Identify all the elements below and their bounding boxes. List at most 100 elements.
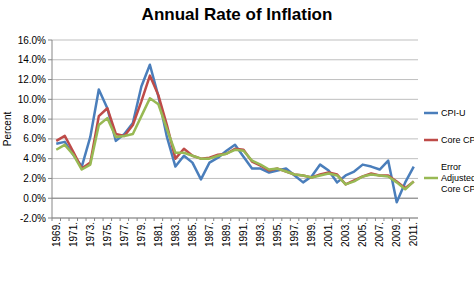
x-tick-label: 1991. (238, 222, 249, 247)
y-axis-label: Percent (2, 112, 13, 147)
x-tick (307, 218, 308, 221)
y-tick-label: 4.0% (23, 153, 46, 164)
x-tick-label: 1997. (289, 222, 300, 247)
x-tick (111, 218, 112, 221)
legend-label: ErrorAdjustedCore CPI (441, 162, 474, 194)
series-line (56, 65, 413, 202)
legend-label: CPI-U (441, 108, 466, 118)
x-tick-label: 1975. (102, 222, 113, 247)
legend-line: Core CPI (441, 184, 474, 194)
y-tick (48, 138, 52, 139)
series-line (56, 76, 413, 189)
series-line (56, 98, 413, 189)
x-tick (341, 218, 342, 221)
x-tick (94, 218, 95, 221)
y-tick-label: 2.0% (23, 173, 46, 184)
x-tick (77, 218, 78, 221)
x-tick (52, 218, 53, 221)
x-tick (120, 218, 121, 221)
x-tick (409, 218, 410, 221)
x-tick-label: 1981. (153, 222, 164, 247)
x-axis (52, 218, 418, 219)
legend-line: Core CPI (441, 135, 474, 145)
x-tick (290, 218, 291, 221)
x-tick-label: 1983. (170, 222, 181, 247)
x-tick (196, 218, 197, 221)
x-tick-label: 2003. (340, 222, 351, 247)
x-tick (383, 218, 384, 221)
x-tick (103, 218, 104, 221)
x-tick (315, 218, 316, 221)
x-tick-label: 1995. (272, 222, 283, 247)
y-tick (48, 99, 52, 100)
x-tick-label: 1989. (221, 222, 232, 247)
x-tick (213, 218, 214, 221)
grid-line (52, 138, 418, 139)
grid-line (52, 158, 418, 159)
x-tick-label: 1985. (187, 222, 198, 247)
x-tick (154, 218, 155, 221)
background (0, 0, 474, 284)
grid-line (52, 99, 418, 100)
y-tick (48, 178, 52, 179)
y-tick (48, 158, 52, 159)
grid-line (52, 79, 418, 80)
x-tick-label: 2009. (391, 222, 402, 247)
grid-line (52, 59, 418, 60)
x-tick (298, 218, 299, 221)
y-tick (48, 79, 52, 80)
x-tick (358, 218, 359, 221)
legend-swatch (424, 112, 438, 115)
y-tick-label: 10.0% (18, 94, 46, 105)
x-tick (86, 218, 87, 221)
x-tick (128, 218, 129, 221)
x-tick (145, 218, 146, 221)
x-tick (400, 218, 401, 221)
legend-swatch (424, 139, 438, 142)
x-tick (375, 218, 376, 221)
x-tick (188, 218, 189, 221)
x-tick (247, 218, 248, 221)
x-tick-label: 2007. (374, 222, 385, 247)
y-tick (48, 59, 52, 60)
legend-label: Core CPI (441, 135, 474, 145)
x-tick (366, 218, 367, 221)
y-axis (52, 40, 53, 218)
x-tick-label: 1993. (255, 222, 266, 247)
y-tick-label: 0.0% (23, 193, 46, 204)
x-tick (162, 218, 163, 221)
y-tick (48, 119, 52, 120)
chart: Annual Rate of InflationPercent-2.0%0.0%… (0, 0, 474, 284)
x-tick-label: 1979. (136, 222, 147, 247)
x-tick (205, 218, 206, 221)
x-tick-label: 1973. (85, 222, 96, 247)
x-tick (222, 218, 223, 221)
x-tick-label: 2001. (323, 222, 334, 247)
grid-line (52, 40, 418, 41)
x-tick-label: 1977. (119, 222, 130, 247)
x-tick (324, 218, 325, 221)
legend-line: Adjusted (441, 173, 474, 183)
x-tick (60, 218, 61, 221)
x-tick-label: 1987. (204, 222, 215, 247)
x-tick-label: 2005. (357, 222, 368, 247)
grid-line (52, 218, 418, 219)
y-tick-label: 14.0% (18, 54, 46, 65)
y-tick-label: 12.0% (18, 74, 46, 85)
x-tick (281, 218, 282, 221)
x-tick-label: 1999. (306, 222, 317, 247)
x-tick-label: 1969. (51, 222, 62, 247)
series-group (56, 65, 413, 202)
x-tick (273, 218, 274, 221)
x-tick (349, 218, 350, 221)
y-tick-label: 6.0% (23, 133, 46, 144)
x-tick-label: 2011. (408, 222, 419, 246)
x-tick (69, 218, 70, 221)
y-tick-label: -2.0% (20, 213, 46, 224)
zero-line (52, 198, 418, 199)
x-tick-label: 1971. (68, 222, 79, 247)
grid-line (52, 198, 418, 199)
x-tick (179, 218, 180, 221)
x-tick (264, 218, 265, 221)
x-tick (256, 218, 257, 221)
